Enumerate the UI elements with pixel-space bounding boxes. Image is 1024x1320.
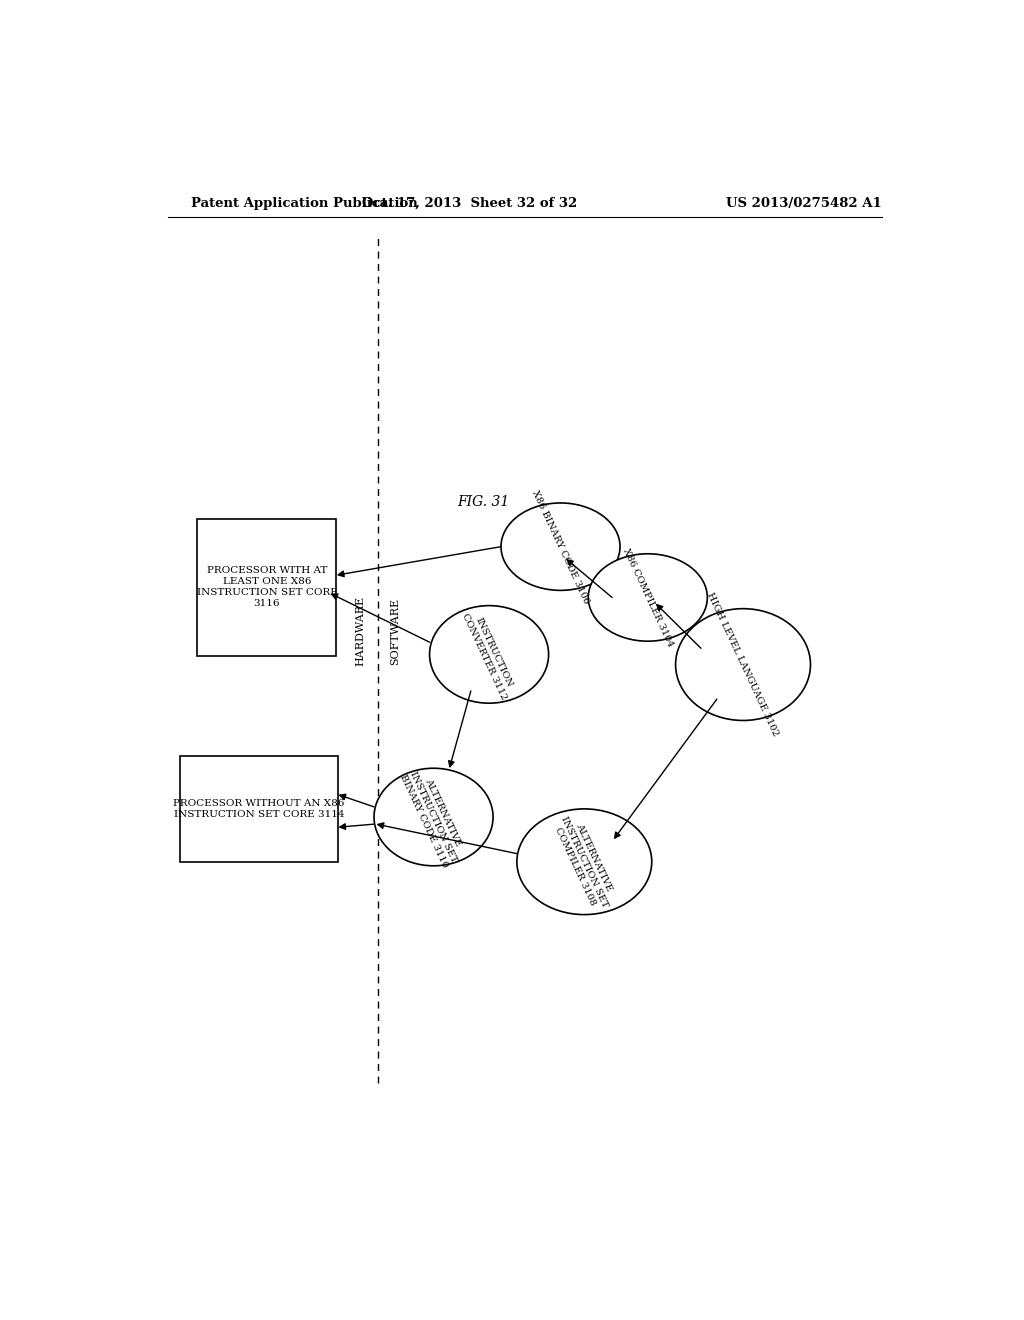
Text: HARDWARE: HARDWARE	[355, 595, 366, 667]
Text: PROCESSOR WITH AT
LEAST ONE X86
INSTRUCTION SET CORE
3116: PROCESSOR WITH AT LEAST ONE X86 INSTRUCT…	[197, 566, 337, 609]
Text: X86 COMPILER 3104: X86 COMPILER 3104	[621, 546, 675, 648]
Text: ALTERNATIVE
INSTRUCTION SET
COMPILER 3108: ALTERNATIVE INSTRUCTION SET COMPILER 310…	[550, 810, 618, 913]
FancyBboxPatch shape	[179, 755, 338, 862]
Ellipse shape	[517, 809, 651, 915]
Text: HIGH LEVEL LANGUAGE 3102: HIGH LEVEL LANGUAGE 3102	[706, 591, 780, 738]
Text: SOFTWARE: SOFTWARE	[390, 598, 400, 664]
Ellipse shape	[501, 503, 621, 590]
Ellipse shape	[676, 609, 811, 721]
Text: FIG. 31: FIG. 31	[458, 495, 510, 510]
Text: X86 BINARY CODE 3106: X86 BINARY CODE 3106	[530, 488, 591, 605]
Text: INSTRUCTION
CONVERTER 3112: INSTRUCTION CONVERTER 3112	[461, 607, 518, 701]
Ellipse shape	[588, 554, 708, 642]
Text: PROCESSOR WITHOUT AN X86
INSTRUCTION SET CORE 3114: PROCESSOR WITHOUT AN X86 INSTRUCTION SET…	[173, 799, 345, 818]
Text: Patent Application Publication: Patent Application Publication	[191, 197, 418, 210]
Ellipse shape	[430, 606, 549, 704]
Text: US 2013/0275482 A1: US 2013/0275482 A1	[726, 197, 882, 210]
FancyBboxPatch shape	[198, 519, 336, 656]
Text: Oct. 17, 2013  Sheet 32 of 32: Oct. 17, 2013 Sheet 32 of 32	[361, 197, 577, 210]
Text: ALTERNATIVE
INSTRUCTION SET
BINARY CODE 3110: ALTERNATIVE INSTRUCTION SET BINARY CODE …	[398, 764, 469, 870]
Ellipse shape	[374, 768, 494, 866]
